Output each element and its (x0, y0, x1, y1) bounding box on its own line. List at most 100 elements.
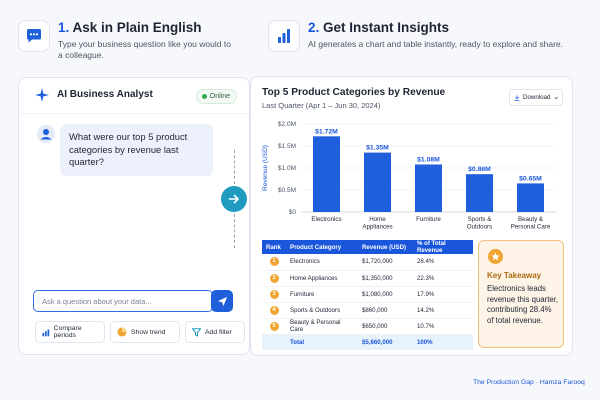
rank-badge: 5 (269, 321, 279, 331)
bar (466, 174, 493, 212)
step-insights: 2. Get Instant Insights AI generates a c… (268, 20, 578, 52)
table-row: 3 Furniture $1,080,000 17.9% (262, 286, 473, 303)
send-button[interactable] (211, 290, 233, 312)
add-filter-chip[interactable]: Add filter (185, 321, 245, 343)
download-label: Download (522, 94, 551, 101)
step-title: 2. Get Instant Insights (308, 20, 450, 35)
x-tick-label: Personal Care (511, 224, 551, 231)
y-axis-label: Revenue (USD) (262, 145, 269, 191)
send-icon (217, 296, 227, 306)
table-header: % of Total Revenue (413, 240, 473, 254)
step-description: Type your business question like you wou… (58, 39, 231, 60)
sparkle-icon (35, 88, 49, 102)
x-tick-label: Sports & (468, 216, 493, 223)
table-row: 1 Electronics $1,720,000 28.4% (262, 254, 473, 271)
table-total-row: Total $5,660,000 100% (262, 334, 473, 350)
rank-badge: 2 (269, 273, 279, 283)
table-cell: Electronics (286, 254, 358, 271)
table-cell: $650,000 (358, 318, 413, 335)
download-icon (514, 94, 520, 101)
results-panel: Top 5 Product Categories by Revenue Last… (250, 76, 573, 356)
bar-chart-icon (268, 20, 300, 52)
bar (313, 136, 340, 212)
bar-value-label: $1.72M (315, 128, 338, 135)
user-avatar-icon (37, 125, 55, 143)
y-tick-label: $2.0M (278, 121, 296, 128)
chat-bubble-icon (18, 20, 50, 52)
table-row: 5 Beauty & Personal Care $650,000 10.7% (262, 318, 473, 335)
table-cell: Beauty & Personal Care (286, 318, 358, 335)
y-tick-label: $1.5M (278, 143, 296, 150)
table-cell: Total (286, 334, 358, 350)
chip-label: Show trend (131, 328, 166, 336)
bar-value-label: $0.86M (468, 166, 491, 173)
step-ask: 1. Ask in Plain English Type your busine… (18, 20, 238, 61)
x-tick-label: Electronics (311, 216, 341, 223)
rank-badge: 1 (269, 257, 279, 267)
table-cell: $860,000 (358, 302, 413, 319)
table-cell: $1,080,000 (358, 286, 413, 303)
chip-label: Compare periods (53, 325, 82, 339)
table-cell: Sports & Outdoors (286, 302, 358, 319)
compare-periods-chip[interactable]: Compare periods (35, 321, 105, 343)
chevron-down-icon (554, 96, 558, 99)
revenue-table: Rank Product Category Revenue (USD) % of… (262, 240, 473, 350)
filter-icon (192, 327, 201, 337)
chart-title: Top 5 Product Categories by Revenue (262, 87, 446, 98)
table-header: Revenue (USD) (358, 240, 413, 254)
show-trend-chip[interactable]: Show trend (110, 321, 180, 343)
revenue-bar-chart: $0 $0.5M $1.0M $1.5M $2.0M Revenue (USD) $1.72… (262, 121, 556, 231)
footer-credit: The Production Gap · Hamza Farooq (473, 379, 585, 386)
rank-badge: 3 (269, 289, 279, 299)
chip-label: Add filter (205, 328, 232, 336)
chat-panel: AI Business Analyst Online What were our… (18, 77, 250, 355)
user-message: What were our top 5 product categories b… (60, 124, 213, 176)
table-cell: 22.3% (413, 270, 473, 287)
y-tick-label: $1.0M (278, 165, 296, 172)
table-cell: $1,350,000 (358, 270, 413, 287)
bar (364, 152, 391, 212)
y-tick-label: $0 (289, 209, 297, 216)
step-title: 1. Ask in Plain English (58, 20, 202, 35)
connector-line (234, 214, 235, 248)
table-cell: 17.9% (413, 286, 473, 303)
y-tick-label: $0.5M (278, 187, 296, 194)
bar-value-label: $1.35M (366, 145, 389, 152)
chart-subtitle: Last Quarter (Apr 1 – Jun 30, 2024) (262, 101, 381, 110)
rank-cell: 3 (262, 286, 286, 303)
x-tick-label: Home (369, 216, 386, 223)
table-row: 2 Home Appliances $1,350,000 22.3% (262, 270, 473, 287)
key-takeaway-card: Key Takeaway Electronics leads revenue t… (478, 240, 564, 348)
rank-cell: 4 (262, 302, 286, 319)
x-tick-label: Furniture (416, 216, 441, 223)
ask-input[interactable] (34, 291, 212, 312)
online-dot-icon (201, 94, 207, 99)
step-description: AI generates a chart and table instantly… (308, 39, 563, 49)
status-label: Online (209, 93, 230, 100)
table-header-row: Rank Product Category Revenue (USD) % of… (262, 240, 473, 254)
bar-value-label: $0.65M (519, 175, 542, 182)
table-cell: $5,660,000 (358, 334, 413, 350)
download-button[interactable]: Download (509, 89, 563, 106)
table-row: 4 Sports & Outdoors $860,000 14.2% (262, 302, 473, 319)
x-tick-label: Outdoors (467, 224, 492, 231)
table-cell: 28.4% (413, 254, 473, 271)
bar (415, 164, 442, 212)
table-cell: Furniture (286, 286, 358, 303)
star-icon (488, 249, 503, 264)
x-tick-label: Appliances (362, 224, 392, 231)
table-cell: $1,720,000 (358, 254, 413, 271)
table-header: Product Category (286, 240, 358, 254)
takeaway-text: Electronics leads revenue this quarter, … (487, 284, 559, 325)
table-cell: 14.2% (413, 302, 473, 319)
table-header: Rank (262, 240, 286, 254)
connector-line (234, 150, 235, 184)
bar-value-label: $1.08M (417, 156, 440, 163)
status-badge: Online (195, 89, 237, 104)
chat-title: AI Business Analyst (57, 89, 153, 100)
arrow-right-icon (221, 186, 247, 212)
x-tick-label: Beauty & (518, 216, 544, 223)
table-cell: 100% (413, 334, 473, 350)
rank-cell: 5 (262, 318, 286, 335)
table-cell (262, 334, 286, 350)
